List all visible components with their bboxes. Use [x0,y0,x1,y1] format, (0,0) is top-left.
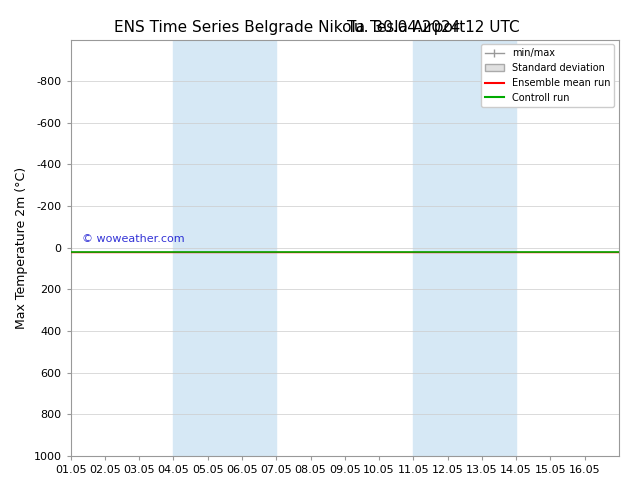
Text: © woweather.com: © woweather.com [82,234,184,245]
Bar [413,40,516,456]
Y-axis label: Max Temperature 2m (°C): Max Temperature 2m (°C) [15,167,28,329]
Text: ENS Time Series Belgrade Nikola Tesla Airport: ENS Time Series Belgrade Nikola Tesla Ai… [114,20,465,35]
Legend: min/max, Standard deviation, Ensemble mean run, Controll run: min/max, Standard deviation, Ensemble me… [481,45,614,107]
Text: Tu. 30.04.2024 12 UTC: Tu. 30.04.2024 12 UTC [347,20,520,35]
Bar [174,40,276,456]
